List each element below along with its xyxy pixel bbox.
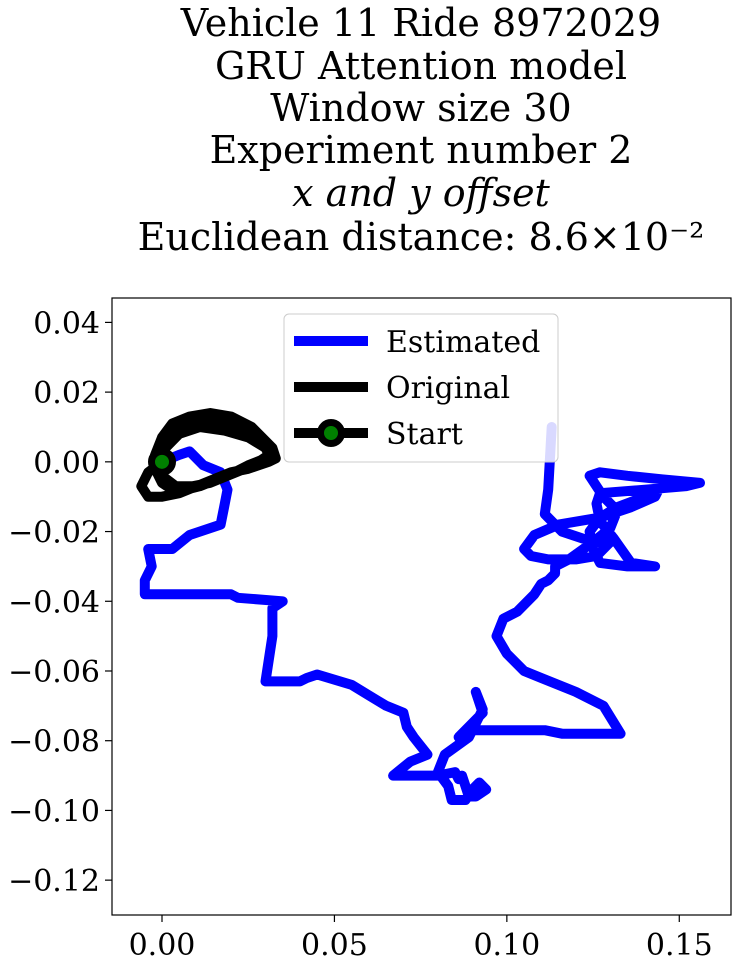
y-tick-label: −0.04 bbox=[8, 585, 100, 620]
series-line-original bbox=[136, 408, 281, 502]
title-line-3: Window size 30 bbox=[270, 86, 571, 130]
x-tick-label: 0.05 bbox=[301, 928, 368, 961]
x-tick-label: 0.15 bbox=[646, 928, 713, 961]
legend-label-start: Start bbox=[386, 417, 463, 452]
y-tick-label: −0.10 bbox=[8, 794, 100, 829]
x-tick-label: 0.00 bbox=[129, 928, 196, 961]
title-line-4: Experiment number 2 bbox=[210, 128, 633, 172]
legend-label-estimated: Estimated bbox=[386, 325, 540, 360]
legend-marker-start bbox=[317, 419, 345, 447]
legend: Estimated Original Start bbox=[283, 313, 559, 463]
legend-box bbox=[283, 313, 559, 463]
series-layer bbox=[136, 408, 705, 805]
y-tick-label: −0.08 bbox=[8, 725, 100, 760]
plot-frame bbox=[111, 297, 732, 916]
x-tick-label: 0.10 bbox=[473, 928, 540, 961]
y-tick-label: −0.06 bbox=[8, 655, 100, 690]
legend-label-original: Original bbox=[386, 371, 510, 406]
title-line-5: x and y offset bbox=[292, 171, 550, 215]
start-point bbox=[148, 447, 177, 476]
axis-layer: 0.00 0.05 0.10 0.15 0.04 0.02 0.00 −0.02 −0.04 −0… bbox=[8, 306, 713, 963]
y-tick-label: 0.00 bbox=[33, 446, 100, 481]
y-tick-label: 0.02 bbox=[33, 376, 100, 411]
y-tick-label: −0.12 bbox=[8, 864, 100, 899]
y-tick-label: −0.02 bbox=[8, 516, 100, 551]
chart-title: Vehicle 11 Ride 8972029 GRU Attention mo… bbox=[138, 1, 705, 259]
title-line-2: GRU Attention model bbox=[215, 44, 627, 88]
title-line-6: Euclidean distance: 8.6×10⁻² bbox=[138, 215, 705, 259]
title-line-1: Vehicle 11 Ride 8972029 bbox=[180, 1, 661, 45]
series-line-estimated bbox=[139, 422, 705, 805]
y-tick-label: 0.04 bbox=[33, 306, 100, 341]
